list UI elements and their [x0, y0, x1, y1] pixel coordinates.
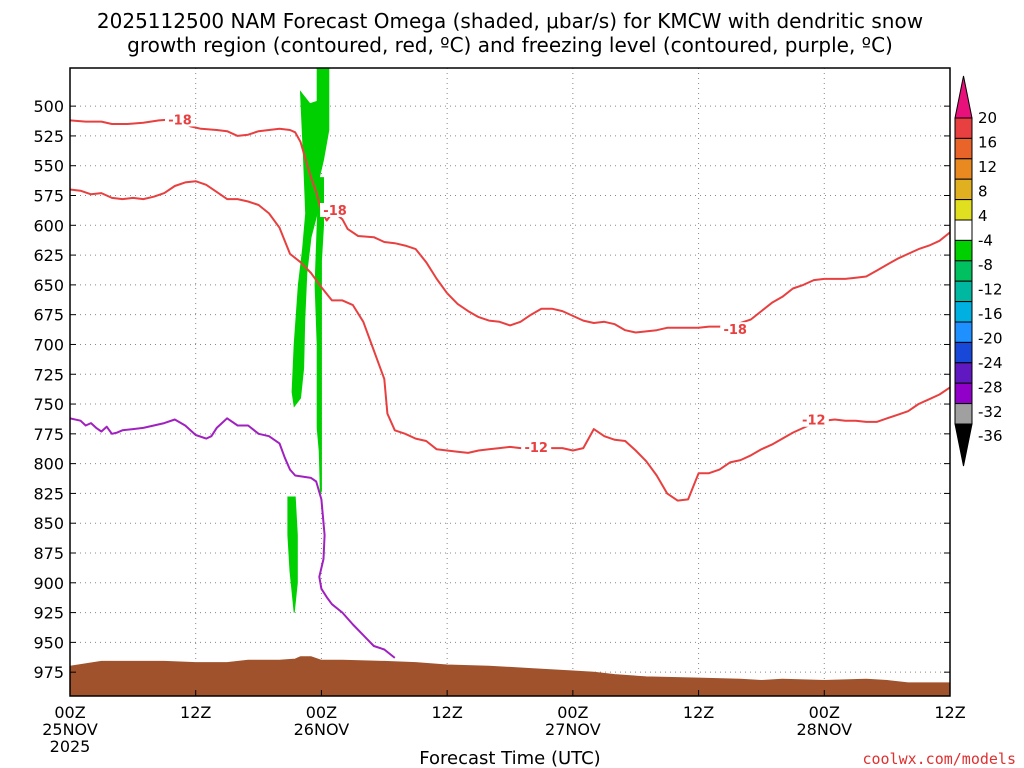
y-tick-label: 825 [33, 484, 64, 503]
y-tick-label: 875 [33, 544, 64, 563]
colorbar-tick-label: -16 [978, 305, 1003, 323]
colorbar-tick-label: -8 [978, 256, 993, 274]
colorbar-tick-label: -36 [978, 427, 1003, 445]
contour-labels: -18 -18 -18 -12 -12 [165, 112, 829, 456]
y-tick-label: 550 [33, 157, 64, 176]
colorbar-segment [954, 117, 973, 139]
colorbar-segment [954, 260, 973, 282]
omega-region [287, 496, 298, 613]
colorbar-segment [954, 158, 973, 180]
x-tick-label: 00Z [809, 703, 840, 722]
colorbar-segment [954, 301, 973, 323]
colorbar-segment [954, 362, 973, 384]
colorbar-tick-label: -28 [978, 378, 1003, 396]
y-axis-ticks: 500 525 550 575 600 625 650 675 700 725 750 775 800 8… [33, 97, 950, 682]
contour-label: -12 [524, 441, 548, 456]
colorbar-segment [954, 178, 973, 201]
colorbar-tick-label: 8 [978, 182, 988, 200]
colorbar-segment [954, 280, 973, 303]
x-tick-label: 26NOV [294, 720, 350, 739]
contour-label: -12 [802, 414, 826, 429]
contour-line [70, 180, 950, 502]
contour-label-bg [320, 202, 351, 217]
colorbar-segment [954, 239, 973, 262]
x-tick-label: 2025 [50, 737, 91, 756]
colorbar-tick-label: 12 [978, 158, 997, 176]
x-tick-label: 00Z [54, 703, 85, 722]
contour-label-bg [720, 322, 751, 337]
contour-lines [70, 118, 950, 659]
colorbar-tick-label: -32 [978, 403, 1003, 421]
colorbar-tick-label: -4 [978, 231, 993, 249]
colorbar-top-arrow [954, 75, 973, 119]
chart-title-line-1: 2025112500 NAM Forecast Omega (shaded, μ… [97, 9, 923, 33]
y-tick-label: 625 [33, 246, 64, 265]
x-tick-label: 25NOV [42, 720, 98, 739]
colorbar: 20 16 12 8 4 -4 -8 -12 -16 -20 -24 -28 -32 -36 [954, 75, 1003, 467]
colorbar-tick-label: 16 [978, 133, 997, 151]
contour-label: -18 [323, 204, 347, 219]
grid-lines [69, 68, 951, 696]
x-tick-label: 28NOV [796, 720, 852, 739]
y-tick-label: 750 [33, 395, 64, 414]
colorbar-segment [954, 199, 973, 221]
contour-label-bg [165, 112, 195, 127]
y-tick-label: 600 [33, 216, 64, 235]
omega-region [291, 68, 330, 408]
x-axis-title: Forecast Time (UTC) [419, 748, 600, 768]
chart-title-line-2: growth region (contoured, red, ºC) and f… [127, 33, 893, 57]
y-tick-label: 525 [33, 127, 64, 146]
x-tick-label: 00Z [306, 703, 337, 722]
colorbar-tick-label: 4 [978, 207, 988, 225]
x-tick-label: 12Z [683, 703, 714, 722]
y-tick-label: 650 [33, 276, 64, 295]
contour-line [70, 118, 950, 334]
x-tick-label: 27NOV [545, 720, 601, 739]
colorbar-segment [954, 321, 973, 343]
colorbar-segment [954, 219, 973, 241]
contour-label-bg [798, 412, 829, 427]
colorbar-segment [954, 382, 973, 405]
y-tick-label: 975 [33, 663, 64, 682]
colorbar-segment [954, 403, 973, 425]
y-tick-label: 850 [33, 514, 64, 533]
y-tick-label: 725 [33, 365, 64, 384]
y-tick-label: 700 [33, 335, 64, 354]
omega-region [314, 177, 324, 494]
terrain [70, 656, 950, 696]
terrain-fill [70, 656, 950, 696]
x-tick-label: 00Z [557, 703, 588, 722]
colorbar-tick-label: -20 [978, 329, 1003, 347]
contour-label: -18 [168, 113, 192, 128]
watermark: coolwx.com/models [862, 750, 1016, 768]
colorbar-tick-label: 20 [978, 109, 997, 127]
y-tick-label: 900 [33, 574, 64, 593]
x-tick-label: 12Z [431, 703, 462, 722]
contour-label-bg [521, 440, 552, 455]
plot-frame [69, 67, 951, 697]
y-tick-label: 575 [33, 187, 64, 206]
y-tick-label: 800 [33, 455, 64, 474]
contour-label: -18 [723, 323, 747, 338]
x-tick-label: 12Z [180, 703, 211, 722]
omega-shading [287, 68, 330, 613]
colorbar-segment [954, 341, 973, 364]
y-tick-label: 500 [33, 97, 64, 116]
y-tick-label: 925 [33, 604, 64, 623]
colorbar-tick-label: -24 [978, 354, 1003, 372]
colorbar-segment [954, 137, 973, 160]
y-tick-label: 775 [33, 425, 64, 444]
y-tick-label: 675 [33, 306, 64, 325]
colorbar-tick-label: -12 [978, 280, 1003, 298]
x-tick-label: 12Z [934, 703, 965, 722]
y-tick-label: 950 [33, 633, 64, 652]
colorbar-bottom-arrow [954, 423, 973, 467]
contour-line [70, 417, 396, 659]
